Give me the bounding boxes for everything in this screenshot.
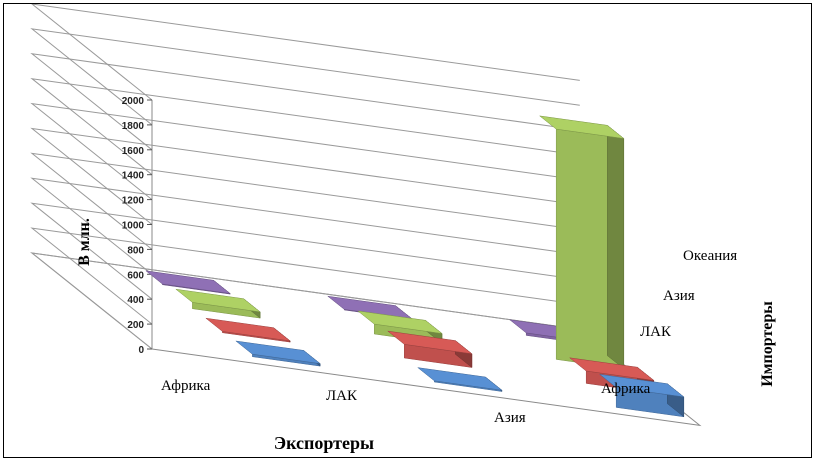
bar-1-0 bbox=[205, 317, 291, 343]
bar-3-0 bbox=[145, 270, 231, 295]
gridline bbox=[30, 177, 580, 275]
z-category-label: Африка bbox=[601, 381, 651, 397]
bar-top-face bbox=[205, 317, 291, 342]
z-category-label: Азия bbox=[663, 288, 695, 304]
bar-top-face bbox=[568, 357, 655, 381]
y-axis-ticks: 0 200 400 600 800 1000 1200 1400 1600 1800 2000 bbox=[122, 96, 152, 356]
x-category-label: ЛАК bbox=[326, 388, 358, 404]
gridline bbox=[30, 28, 580, 126]
gridline bbox=[30, 127, 580, 225]
y-tick-label: 2000 bbox=[122, 96, 145, 107]
bar-0-1 bbox=[416, 367, 503, 393]
bar-0-2 bbox=[598, 373, 685, 418]
gridline bbox=[30, 252, 580, 350]
y-tick-label: 1600 bbox=[122, 146, 145, 157]
y-tick-label: 1200 bbox=[122, 196, 145, 207]
y-tick-label: 0 bbox=[138, 345, 144, 356]
bar-top-face bbox=[235, 340, 321, 364]
gridline bbox=[30, 202, 580, 300]
gridline bbox=[30, 152, 580, 250]
bar-2-2 bbox=[538, 115, 625, 370]
chart-frame: 0 200 400 600 800 1000 1200 1400 1600 1800 2000 Аф… bbox=[3, 3, 812, 458]
bar-side-face bbox=[607, 124, 625, 370]
y-tick-label: 1000 bbox=[122, 221, 145, 232]
z-axis-labels: Африка ЛАК Азия Океания bbox=[601, 248, 737, 397]
x-axis-title: Экспортеры bbox=[274, 433, 374, 453]
bar-top-face bbox=[598, 373, 685, 398]
bar-1-1 bbox=[386, 330, 473, 369]
bar-top-face bbox=[416, 367, 503, 391]
x-category-label: Африка bbox=[161, 378, 211, 394]
x-axis-labels: Африка ЛАК Азия bbox=[161, 378, 526, 426]
z-category-label: Океания bbox=[683, 248, 737, 264]
y-tick-label: 1800 bbox=[122, 121, 145, 132]
z-axis-title: Импортеры bbox=[759, 301, 776, 387]
bar-top-face bbox=[538, 115, 625, 139]
gridline bbox=[31, 4, 580, 101]
bar-top-face bbox=[356, 310, 443, 334]
bar-0-0 bbox=[235, 340, 321, 367]
y-tick-label: 800 bbox=[127, 245, 144, 256]
chart-3d-bar: 0 200 400 600 800 1000 1200 1400 1600 1800 2000 Аф… bbox=[30, 4, 776, 453]
y-tick-label: 600 bbox=[127, 270, 144, 281]
z-category-label: ЛАК bbox=[640, 324, 672, 340]
bars bbox=[145, 115, 685, 418]
gridlines bbox=[30, 4, 580, 350]
gridline bbox=[30, 77, 580, 176]
y-axis-title: В млн. bbox=[76, 218, 93, 266]
gridline bbox=[30, 227, 580, 325]
bar-top-face bbox=[386, 330, 473, 355]
gridline bbox=[30, 102, 580, 200]
bar-top-face bbox=[145, 270, 231, 294]
x-category-label: Азия bbox=[494, 410, 526, 426]
y-tick-label: 1400 bbox=[122, 171, 145, 182]
bar-top-face bbox=[175, 288, 261, 313]
gridline bbox=[30, 53, 580, 151]
y-tick-label: 400 bbox=[127, 295, 144, 306]
y-tick-label: 200 bbox=[127, 320, 144, 331]
bar-2-0 bbox=[175, 288, 261, 319]
